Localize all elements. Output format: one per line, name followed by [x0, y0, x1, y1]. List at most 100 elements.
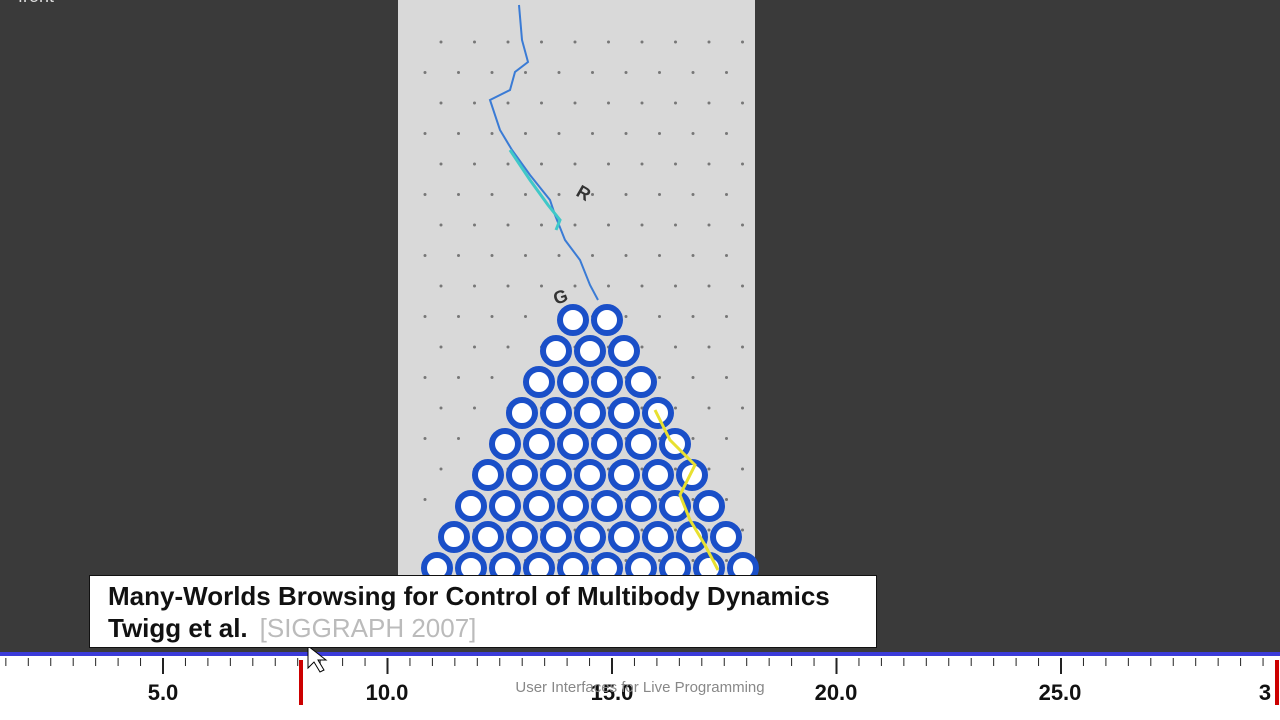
dot: [658, 315, 661, 318]
dot: [674, 467, 677, 471]
dot: [506, 162, 510, 166]
dot: [439, 284, 443, 288]
dot: [607, 528, 610, 532]
tick-label: 5.0: [148, 680, 179, 705]
cell: [591, 366, 623, 398]
cell: [506, 397, 538, 429]
dot: [423, 498, 427, 501]
dot: [725, 498, 728, 501]
cursor: [307, 644, 328, 673]
dot: [640, 223, 644, 227]
path-trace: [653, 409, 720, 571]
dot: [725, 193, 728, 196]
dot: [707, 406, 711, 410]
dot: [473, 162, 476, 166]
cell: [489, 490, 521, 522]
dot: [490, 376, 494, 379]
caption-authors-line: Twigg et al. [SIGGRAPH 2007]: [108, 612, 876, 644]
dot: [457, 376, 460, 379]
dot: [691, 498, 695, 501]
dot: [707, 223, 711, 227]
cell: [591, 304, 623, 336]
dot: [691, 437, 695, 440]
dot: [573, 162, 577, 166]
caption: Many-Worlds Browsing for Control of Mult…: [89, 575, 877, 648]
dot: [457, 132, 460, 135]
dot: [524, 254, 527, 257]
dot: [674, 284, 677, 288]
dot: [423, 315, 427, 318]
dot: [473, 40, 476, 44]
dot: [506, 223, 510, 227]
dot: [607, 162, 610, 166]
tick-label: 15.0: [591, 680, 634, 705]
dot: [741, 528, 744, 532]
dot: [741, 284, 744, 288]
marker: G: [551, 285, 571, 309]
dot: [490, 132, 494, 135]
dot: [607, 223, 610, 227]
dot: [524, 315, 527, 318]
dot: [725, 254, 728, 257]
dot: [423, 437, 427, 440]
dot: [506, 101, 510, 105]
dot: [658, 71, 661, 74]
dot: [540, 223, 543, 227]
dot: [658, 193, 661, 196]
dot: [540, 40, 543, 44]
dot: [707, 345, 711, 349]
dot: [741, 406, 744, 410]
dot: [573, 223, 577, 227]
cell: [608, 459, 640, 491]
dot: [640, 467, 644, 471]
cell: [506, 459, 538, 491]
dot: [624, 132, 628, 135]
cell: [625, 366, 657, 398]
dot: [691, 559, 695, 562]
cell: [523, 366, 555, 398]
dot: [524, 132, 527, 135]
dot: [573, 101, 577, 105]
dot: [423, 132, 427, 135]
dot: [506, 345, 510, 349]
dot: [473, 345, 476, 349]
cell: [574, 459, 606, 491]
dot: [490, 254, 494, 257]
cell: [693, 490, 725, 522]
cell: [557, 490, 589, 522]
dot: [707, 528, 711, 532]
dot: [674, 40, 677, 44]
tick-label: 10.0: [366, 680, 409, 705]
dot: [591, 132, 594, 135]
caption-venue: [SIGGRAPH 2007]: [259, 613, 477, 643]
cell: [574, 397, 606, 429]
cell: [625, 428, 657, 460]
dot: [741, 467, 744, 471]
dot: [707, 101, 711, 105]
dot: [707, 467, 711, 471]
dot: [640, 284, 644, 288]
cell: [523, 490, 555, 522]
cell: [574, 335, 606, 367]
dot: [423, 376, 427, 379]
dot: [725, 132, 728, 135]
dot: [607, 101, 610, 105]
dot: [691, 315, 695, 318]
dot: [691, 193, 695, 196]
dot: [607, 40, 610, 44]
cell: [540, 459, 572, 491]
dot: [473, 406, 476, 410]
cell: [438, 521, 470, 553]
cell: [506, 521, 538, 553]
dot: [557, 193, 561, 196]
dot: [591, 71, 594, 74]
dot: [524, 71, 527, 74]
dot: [691, 254, 695, 257]
dot: [691, 376, 695, 379]
cell: [608, 521, 640, 553]
dot-grid: [423, 40, 744, 562]
cell: [557, 304, 589, 336]
dot: [473, 284, 476, 288]
dot: [658, 254, 661, 257]
caption-title: Many-Worlds Browsing for Control of Mult…: [108, 581, 830, 611]
